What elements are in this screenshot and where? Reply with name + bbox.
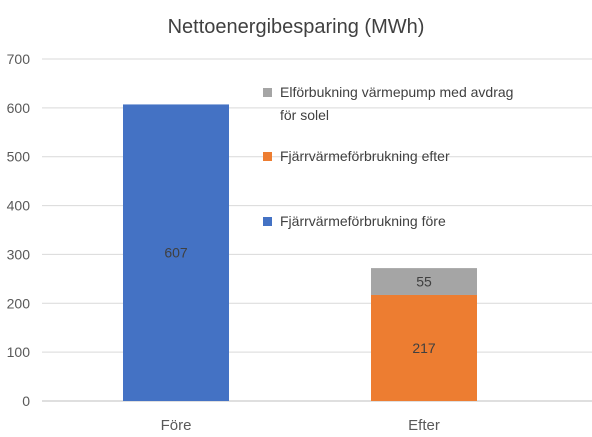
legend: Elförbukning värmepump med avdrag för sol… [263, 84, 513, 229]
legend-label: Elförbukning värmepump med avdrag [280, 84, 513, 100]
legend-label: Fjärrvärmeförbrukning före [280, 213, 446, 229]
y-tick-label: 600 [7, 100, 31, 116]
legend-swatch [263, 217, 272, 226]
bar-segment [371, 294, 477, 401]
legend-swatch [263, 88, 272, 97]
x-category-label: Efter [408, 417, 440, 434]
bar-segment [123, 104, 229, 402]
y-tick-label: 300 [7, 246, 31, 262]
x-category-label: Före [161, 417, 192, 434]
y-axis-ticks: 0 100 200 300 400 500 600 700 [7, 51, 31, 409]
data-label: 217 [412, 340, 436, 356]
gridlines [42, 58, 592, 402]
legend-swatch [263, 152, 272, 161]
data-label: 607 [164, 245, 188, 261]
y-tick-label: 200 [7, 295, 31, 311]
chart-title: Nettoenergibesparing (MWh) [167, 16, 425, 38]
bar-segment [371, 268, 477, 295]
bars: 607 217 55 [123, 104, 477, 402]
y-tick-label: 400 [7, 198, 31, 214]
legend-label: Fjärrvärmeförbrukning efter [280, 148, 450, 164]
legend-label: för solel [280, 107, 329, 123]
data-label: 55 [416, 274, 432, 290]
y-tick-label: 700 [7, 51, 31, 67]
x-axis-labels: Före Efter [161, 417, 440, 434]
y-tick-label: 0 [22, 393, 30, 409]
y-tick-label: 100 [7, 344, 31, 360]
y-tick-label: 500 [7, 149, 31, 165]
